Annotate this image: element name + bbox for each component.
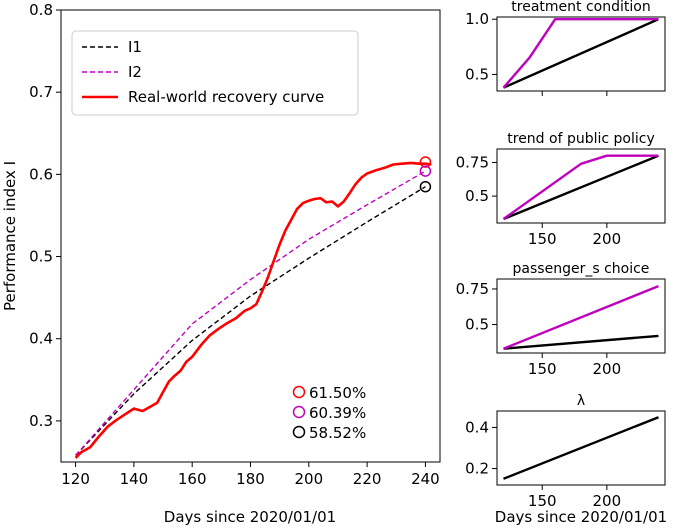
subplot-x-tick-label: 150 <box>528 230 557 248</box>
main-x-tick-label: 120 <box>61 470 90 488</box>
main-x-tick-label: 220 <box>353 470 382 488</box>
subplots: treatment condition 0.5 1.0 trend of public… <box>456 0 666 510</box>
main-ticks: 120 140 160 180 200 220 240 0.3 0.4 0.5 0.6 0.7 0.8 <box>29 1 440 488</box>
subplot-series-line-1 <box>502 154 659 220</box>
subplot-y-tick-label: 0.2 <box>465 460 489 478</box>
main-x-tick-label: 240 <box>411 470 440 488</box>
subplot-3: λ 150 200 0.2 0.4 <box>465 393 666 510</box>
subplot-title: trend of public policy <box>507 131 655 147</box>
legend-label-i1: I1 <box>128 38 142 56</box>
main-series <box>74 161 432 459</box>
main-x-tick-label: 180 <box>236 470 265 488</box>
main-endpoint-markers <box>419 156 432 193</box>
main-x-tick-label: 140 <box>120 470 149 488</box>
subplot-y-tick-label: 0.4 <box>465 418 489 436</box>
main-x-tick-label: 200 <box>294 470 323 488</box>
main-series-line-2 <box>74 161 432 459</box>
annotation-marker-i2 <box>292 405 306 419</box>
subplot-2: passenger_s choice 150 200 0.5 0.75 <box>456 261 666 378</box>
subplot-x-tick-label: 200 <box>593 360 622 378</box>
subplot-title: passenger_s choice <box>513 261 650 277</box>
subplot-x-tick-label: 200 <box>593 230 622 248</box>
main-y-tick-label: 0.7 <box>29 83 53 101</box>
main-y-tick-label: 0.4 <box>29 330 53 348</box>
subplot-series-line-0 <box>503 334 659 350</box>
subplot-series-line-1 <box>503 284 659 350</box>
subplot-y-tick-label: 0.75 <box>456 153 489 171</box>
subplot-x-tick-label: 200 <box>593 492 622 510</box>
subplot-x-axis-label: Days since 2020/01/01 <box>495 508 667 526</box>
subplot-series-line-0 <box>503 18 659 89</box>
endpoint-marker-2 <box>419 180 432 193</box>
main-x-tick-label: 160 <box>178 470 207 488</box>
main-y-tick-label: 0.5 <box>29 248 53 266</box>
subplot-y-tick-label: 1.0 <box>465 10 489 28</box>
subplot-title: treatment condition <box>511 0 650 15</box>
main-y-tick-label: 0.3 <box>29 412 53 430</box>
subplot-1: trend of public policy 150 200 0.5 0.75 <box>456 131 666 248</box>
subplot-title: λ <box>577 393 585 409</box>
subplot-x-tick-label: 150 <box>528 360 557 378</box>
subplot-0: treatment condition 0.5 1.0 <box>465 0 666 96</box>
subplot-series-line-0 <box>503 416 659 480</box>
subplot-y-tick-label: 0.75 <box>456 280 489 298</box>
annotation-label-i2: 60.39% <box>309 404 366 422</box>
main-y-axis-label: Performance index I <box>1 161 19 311</box>
subplot-y-tick-label: 0.5 <box>465 187 489 205</box>
legend-label-i2: I2 <box>128 63 142 81</box>
subplot-y-tick-label: 0.5 <box>465 65 489 83</box>
subplot-series-line-1 <box>502 18 659 89</box>
endpoint-marker-1 <box>419 165 432 177</box>
endpoint-marker-0 <box>419 156 432 168</box>
main-series-line-1 <box>75 170 426 456</box>
annotation-marker-i1 <box>292 425 306 439</box>
main-y-tick-label: 0.6 <box>29 165 53 183</box>
subplot-series-line-0 <box>503 154 659 221</box>
percentage-annotations: 61.50% 60.39% 58.52% <box>292 384 366 442</box>
annotation-marker-real <box>292 385 306 399</box>
subplot-x-tick-label: 150 <box>528 492 557 510</box>
main-x-axis-label: Days since 2020/01/01 <box>164 508 336 526</box>
main-y-tick-label: 0.8 <box>29 1 53 19</box>
main-plot: 120 140 160 180 200 220 2400.30.40.50.60.70.8 … <box>1 1 441 526</box>
legend-label-real: Real-world recovery curve <box>128 88 324 106</box>
annotation-label-real: 61.50% <box>309 384 366 402</box>
main-series-line-0 <box>75 186 426 456</box>
legend: I1 I2 Real-world recovery curve <box>71 30 359 116</box>
subplot-y-tick-label: 0.5 <box>465 316 489 334</box>
legend-box <box>71 30 359 116</box>
annotation-label-i1: 58.52% <box>309 424 366 442</box>
